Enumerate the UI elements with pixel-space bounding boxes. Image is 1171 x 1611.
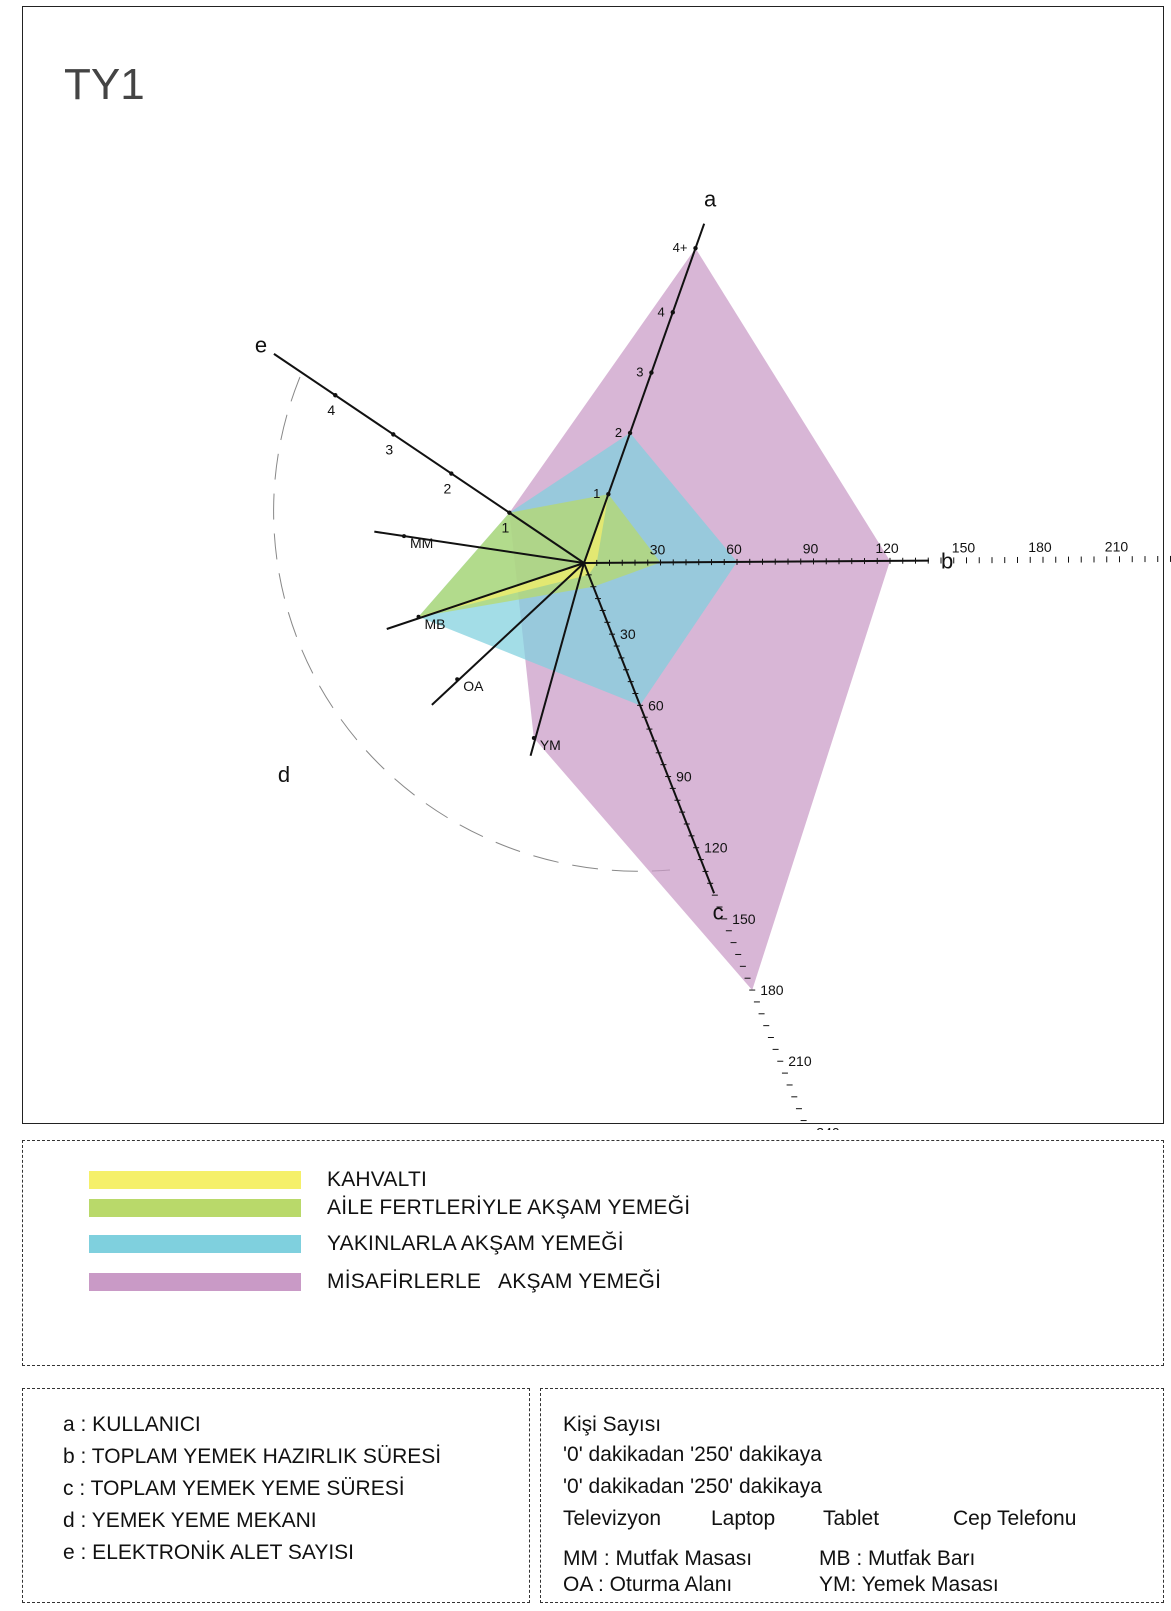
axis-c-label: c (713, 899, 724, 924)
axis-b-tick-label: 210 (1105, 538, 1129, 554)
axis-d-category-label: MB (425, 616, 446, 632)
radar-chart: TY1 a 1 2 3 4 4+ b 30 60 90 120 150 180 210 240 c 30 60 90 1… (64, 60, 1171, 1130)
axis-d-arc (273, 376, 671, 872)
chart-title: TY1 (64, 60, 145, 109)
series-polygon (509, 248, 890, 991)
axis-e-tick-label: 2 (443, 481, 451, 497)
note-place: MM : Mutfak Masası (563, 1547, 753, 1570)
axis-a-tick (649, 370, 654, 375)
chart-frame (22, 6, 1164, 1124)
note-place: YM: Yemek Masası (819, 1573, 999, 1596)
axis-e-tick-label: 1 (501, 520, 509, 536)
series-polygon (418, 494, 609, 617)
legend-item-kahvalti: KAHVALTI (89, 1168, 427, 1192)
note-device: Televizyon (563, 1507, 662, 1530)
legend-item-yakinlar: YAKINLARLA AKŞAM YEMEĞİ (89, 1232, 624, 1256)
axis-a-tick-label: 2 (615, 425, 622, 440)
axis-a-tick-label: 4 (658, 304, 665, 319)
note-a: Kişi Sayısı (563, 1413, 662, 1436)
axis-b-tick-label: 120 (875, 540, 899, 556)
legend-label: MİSAFİRLERLE AKŞAM YEMEĞİ (327, 1270, 662, 1293)
legend-swatch (89, 1273, 301, 1291)
axis-definitions: a : KULLANICI b : TOPLAM YEMEK HAZIRLIK … (22, 1388, 530, 1603)
axis-e-tick (391, 432, 396, 437)
axis-d-label: d (278, 762, 290, 787)
axis-a-tick (693, 245, 698, 251)
note-place: MB : Mutfak Barı (819, 1547, 976, 1570)
axis-d-tick (401, 534, 406, 539)
axis-a-tick (670, 310, 675, 315)
axis-c-tick-label: 210 (788, 1053, 812, 1069)
axis-e-tick (333, 393, 338, 398)
axis-d-tick (416, 614, 421, 619)
axis-b-tick-label: 30 (650, 541, 666, 557)
axis-a-label: a (704, 186, 717, 211)
axis-b-tick-label: 90 (803, 540, 819, 556)
axis-d-category-label: MM (410, 535, 433, 551)
axis-e-tick (449, 471, 454, 476)
axis-e-tick-label: 3 (385, 441, 393, 457)
axis-a-tick-label: 1 (593, 486, 600, 501)
axis-a-tick-label: 3 (636, 365, 643, 380)
axis-a-tick (606, 491, 611, 497)
axis-notes: Kişi Sayısı '0' dakikadan '250' dakikaya… (540, 1388, 1164, 1603)
legend: KAHVALTI AİLE FERTLERİYLE AKŞAM YEMEĞİ Y… (22, 1140, 1164, 1366)
axis-c-tick-label: 240 (816, 1124, 840, 1130)
axis-d-tick (531, 735, 536, 740)
axis-c-tick-label: 180 (760, 982, 784, 998)
note-place: OA : Oturma Alanı (563, 1573, 733, 1596)
axis-c-line (583, 562, 716, 894)
note-device: Cep Telefonu (953, 1507, 1077, 1530)
axis-e-label: e (255, 333, 267, 358)
legend-item-misafir: MİSAFİRLERLE AKŞAM YEMEĞİ (89, 1270, 661, 1294)
axis-a-tick-label: 4+ (673, 240, 688, 255)
legend-item-aile: AİLE FERTLERİYLE AKŞAM YEMEĞİ (89, 1196, 690, 1220)
axis-c-tick-label: 30 (620, 626, 636, 642)
definition-b: b : TOPLAM YEMEK HAZIRLIK SÜRESİ (63, 1445, 442, 1468)
axis-e-line (273, 353, 585, 564)
axis-d-spoke (374, 530, 585, 564)
axis-b-tick-label: 180 (1028, 539, 1052, 555)
definition-d: d : YEMEK YEME MEKANI (63, 1509, 317, 1532)
axis-b-tick-label: 60 (726, 541, 742, 557)
axis-c-tick-label: 90 (676, 769, 692, 785)
legend-label: AİLE FERTLERİYLE AKŞAM YEMEĞİ (327, 1196, 691, 1219)
legend-label: KAHVALTI (327, 1168, 428, 1191)
axis-c-tick-label: 120 (704, 840, 728, 856)
note-b: '0' dakikadan '250' dakikaya (563, 1443, 822, 1466)
axis-b-label: b (941, 549, 953, 574)
legend-swatch (89, 1171, 301, 1189)
definition-e: e : ELEKTRONİK ALET SAYISI (63, 1541, 355, 1564)
axis-b-tick-label: 150 (952, 539, 976, 555)
note-c: '0' dakikadan '250' dakikaya (563, 1475, 822, 1498)
legend-swatch (89, 1199, 301, 1217)
definition-c: c : TOPLAM YEMEK YEME SÜRESİ (63, 1477, 405, 1500)
axis-d-category-label: YM (540, 737, 561, 753)
axis-d-spoke (529, 562, 585, 756)
axis-a-tick (627, 430, 633, 436)
axis-d-spoke (431, 562, 585, 706)
axis-a-line (583, 223, 706, 564)
axis-e-tick (507, 510, 512, 515)
axis-c-tick-label: 60 (648, 697, 664, 713)
axis-d-tick (455, 677, 460, 682)
legend-swatch (89, 1235, 301, 1253)
legend-label: YAKINLARLA AKŞAM YEMEĞİ (327, 1232, 624, 1255)
note-device: Laptop (711, 1507, 776, 1530)
note-device: Tablet (823, 1507, 880, 1530)
axis-d-category-label: OA (463, 678, 484, 694)
definition-a: a : KULLANICI (63, 1413, 201, 1436)
axis-c-tick-label: 150 (732, 911, 756, 927)
axis-e-tick-label: 4 (327, 402, 335, 418)
axis-b-line (583, 559, 929, 564)
